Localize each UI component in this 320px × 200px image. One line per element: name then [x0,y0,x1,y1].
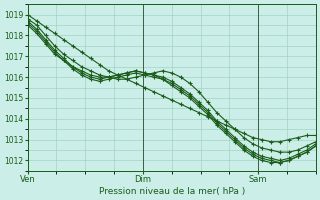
X-axis label: Pression niveau de la mer( hPa ): Pression niveau de la mer( hPa ) [99,187,245,196]
